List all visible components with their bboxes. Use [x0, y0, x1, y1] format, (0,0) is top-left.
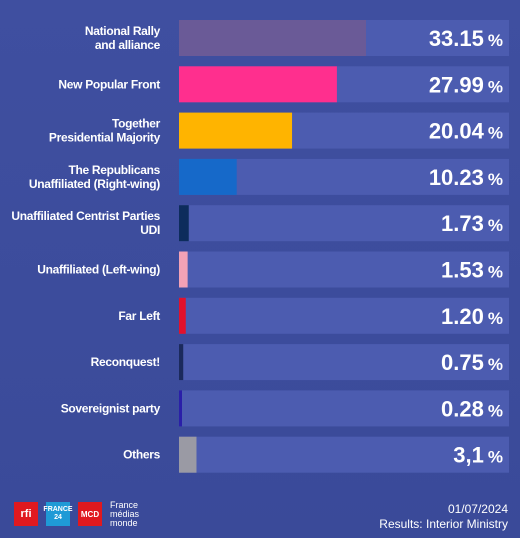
fmm-line-3: monde: [110, 517, 138, 528]
bar: [179, 112, 293, 149]
bar: [179, 205, 189, 242]
fmm-line-2: médias: [110, 508, 140, 519]
category-label: National Rally and alliance: [85, 24, 161, 52]
bar-track: [179, 251, 509, 288]
footer-logos: rfi FRANCE 24 MCD France médias monde: [14, 498, 139, 530]
france24-logo-bottom: 24: [54, 514, 62, 521]
bar: [179, 344, 184, 381]
value-label: 0.75%: [441, 350, 503, 375]
france24-logo: FRANCE 24: [43, 502, 73, 526]
category-label: The Republicans Unaffiliated (Right-wing): [29, 163, 161, 191]
bar-track: [179, 436, 509, 473]
value-label: 1.20%: [441, 304, 503, 329]
bar: [179, 251, 188, 288]
rfi-logo: rfi: [14, 502, 38, 526]
footer-source: Results: Interior Ministry: [379, 517, 508, 531]
fmm-line-1: France: [110, 499, 139, 510]
value-label: 20.04%: [429, 119, 503, 144]
category-label: Unaffiliated Centrist Parties UDI: [11, 209, 160, 237]
bar: [179, 158, 237, 195]
value-label: 27.99%: [429, 72, 503, 97]
category-label: Far Left: [118, 309, 160, 323]
value-label: 3,1%: [453, 443, 503, 468]
france-medias-monde-logo: France médias monde: [110, 499, 140, 528]
bar: [179, 297, 186, 334]
bar: [179, 390, 182, 427]
france24-logo-top: FRANCE: [43, 506, 73, 513]
mcd-logo: MCD: [78, 502, 102, 526]
footer-date: 01/07/2024: [447, 502, 508, 516]
bar: [179, 20, 366, 56]
bar-track: [179, 390, 509, 427]
value-label: 10.23%: [429, 165, 503, 190]
category-label: Reconquest!: [91, 355, 160, 369]
value-label: 1.53%: [441, 258, 503, 283]
category-label: Unaffiliated (Left-wing): [37, 263, 160, 277]
value-label: 0.28%: [441, 396, 503, 421]
bar-track: [179, 297, 509, 334]
value-label: 33.15%: [429, 26, 503, 51]
bar: [179, 66, 337, 103]
bar-chart: National Rally and alliance 33.15 % New Popu…: [11, 20, 509, 473]
category-label: Others: [123, 448, 161, 462]
category-label: Sovereignist party: [61, 401, 161, 415]
footer-text: 01/07/2024 Results: Interior Ministry: [379, 502, 508, 532]
category-label: Together Presidential Majority: [49, 117, 161, 145]
bar-track: [179, 344, 509, 381]
category-label: New Popular Front: [58, 77, 160, 91]
bar-track: [179, 205, 509, 242]
bar: [179, 436, 197, 473]
value-label: 1.73%: [441, 211, 503, 236]
